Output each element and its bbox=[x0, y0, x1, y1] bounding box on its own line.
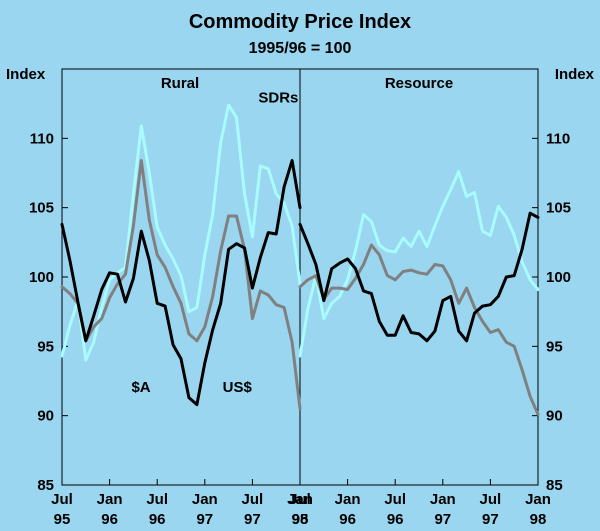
y-tick-label-right: 110 bbox=[546, 130, 570, 147]
x-tick-month-label: Jul bbox=[384, 491, 406, 508]
y-tick-label-left: 105 bbox=[29, 200, 54, 217]
y-axis-label-right: Index bbox=[555, 66, 595, 83]
y-tick-label-right: 85 bbox=[546, 477, 563, 494]
x-tick-month-label: Jul bbox=[146, 491, 168, 508]
x-tick-year-label: 97 bbox=[434, 511, 451, 528]
y-tick-label-right: 105 bbox=[546, 200, 571, 217]
x-tick-year-label: 98 bbox=[292, 511, 309, 528]
x-tick-month-label: Jan bbox=[192, 491, 218, 508]
y-tick-label-left: 90 bbox=[37, 408, 54, 425]
x-tick-month-label: Jan bbox=[287, 491, 313, 508]
x-tick-year-label: 96 bbox=[101, 511, 118, 528]
x-tick-year-label: 97 bbox=[244, 511, 261, 528]
y-axis-label-left: Index bbox=[6, 66, 46, 83]
panel-title-resource: Resource bbox=[385, 75, 453, 92]
chart-title: Commodity Price Index bbox=[189, 11, 411, 33]
x-tick-month-label: Jul bbox=[51, 491, 73, 508]
series-line-resource-usd bbox=[298, 243, 540, 416]
series-label-aud: $A bbox=[131, 379, 150, 396]
x-tick-year-label: 95 bbox=[54, 511, 71, 528]
x-tick-year-label: 98 bbox=[530, 511, 547, 528]
x-tick-month-label: Jan bbox=[430, 491, 456, 508]
panel-title-rural: Rural bbox=[161, 75, 199, 92]
y-tick-label-right: 100 bbox=[546, 269, 571, 286]
chart-subtitle: 1995/96 = 100 bbox=[249, 40, 352, 57]
plot-area: 85 85 90 90 95 95 100 100 105 105 110 110 Jul 95 Jan 96… bbox=[29, 68, 571, 528]
x-tick-month-label: Jul bbox=[289, 491, 311, 508]
series-label-usd: US$ bbox=[223, 379, 253, 396]
x-tick-year-label: 95 bbox=[292, 511, 309, 528]
y-tick-label-left: 110 bbox=[30, 130, 54, 147]
series-line-rural-sdr bbox=[60, 103, 302, 362]
y-tick-label-left: 85 bbox=[37, 477, 54, 494]
x-tick-year-label: 96 bbox=[149, 511, 166, 528]
series-line-rural-usd bbox=[60, 159, 302, 411]
y-tick-label-right: 90 bbox=[546, 408, 563, 425]
x-tick-year-label: 97 bbox=[196, 511, 213, 528]
x-tick-month-label: Jan bbox=[525, 491, 551, 508]
x-tick-month-label: Jul bbox=[242, 491, 264, 508]
series-line-resource-aud bbox=[298, 211, 540, 343]
x-tick-year-label: 97 bbox=[482, 511, 499, 528]
series-line-resource-sdr bbox=[298, 170, 540, 358]
y-tick-label-right: 95 bbox=[546, 338, 563, 355]
series-line-rural-aud bbox=[60, 159, 302, 407]
x-tick-year-label: 96 bbox=[339, 511, 356, 528]
x-tick-month-label: Jan bbox=[97, 491, 123, 508]
y-tick-label-left: 100 bbox=[29, 269, 54, 286]
x-tick-month-label: Jan bbox=[335, 491, 361, 508]
y-tick-label-left: 95 bbox=[37, 338, 54, 355]
series-label-sdr: SDRs bbox=[258, 89, 298, 106]
x-tick-month-label: Jul bbox=[480, 491, 502, 508]
x-tick-year-label: 96 bbox=[387, 511, 404, 528]
